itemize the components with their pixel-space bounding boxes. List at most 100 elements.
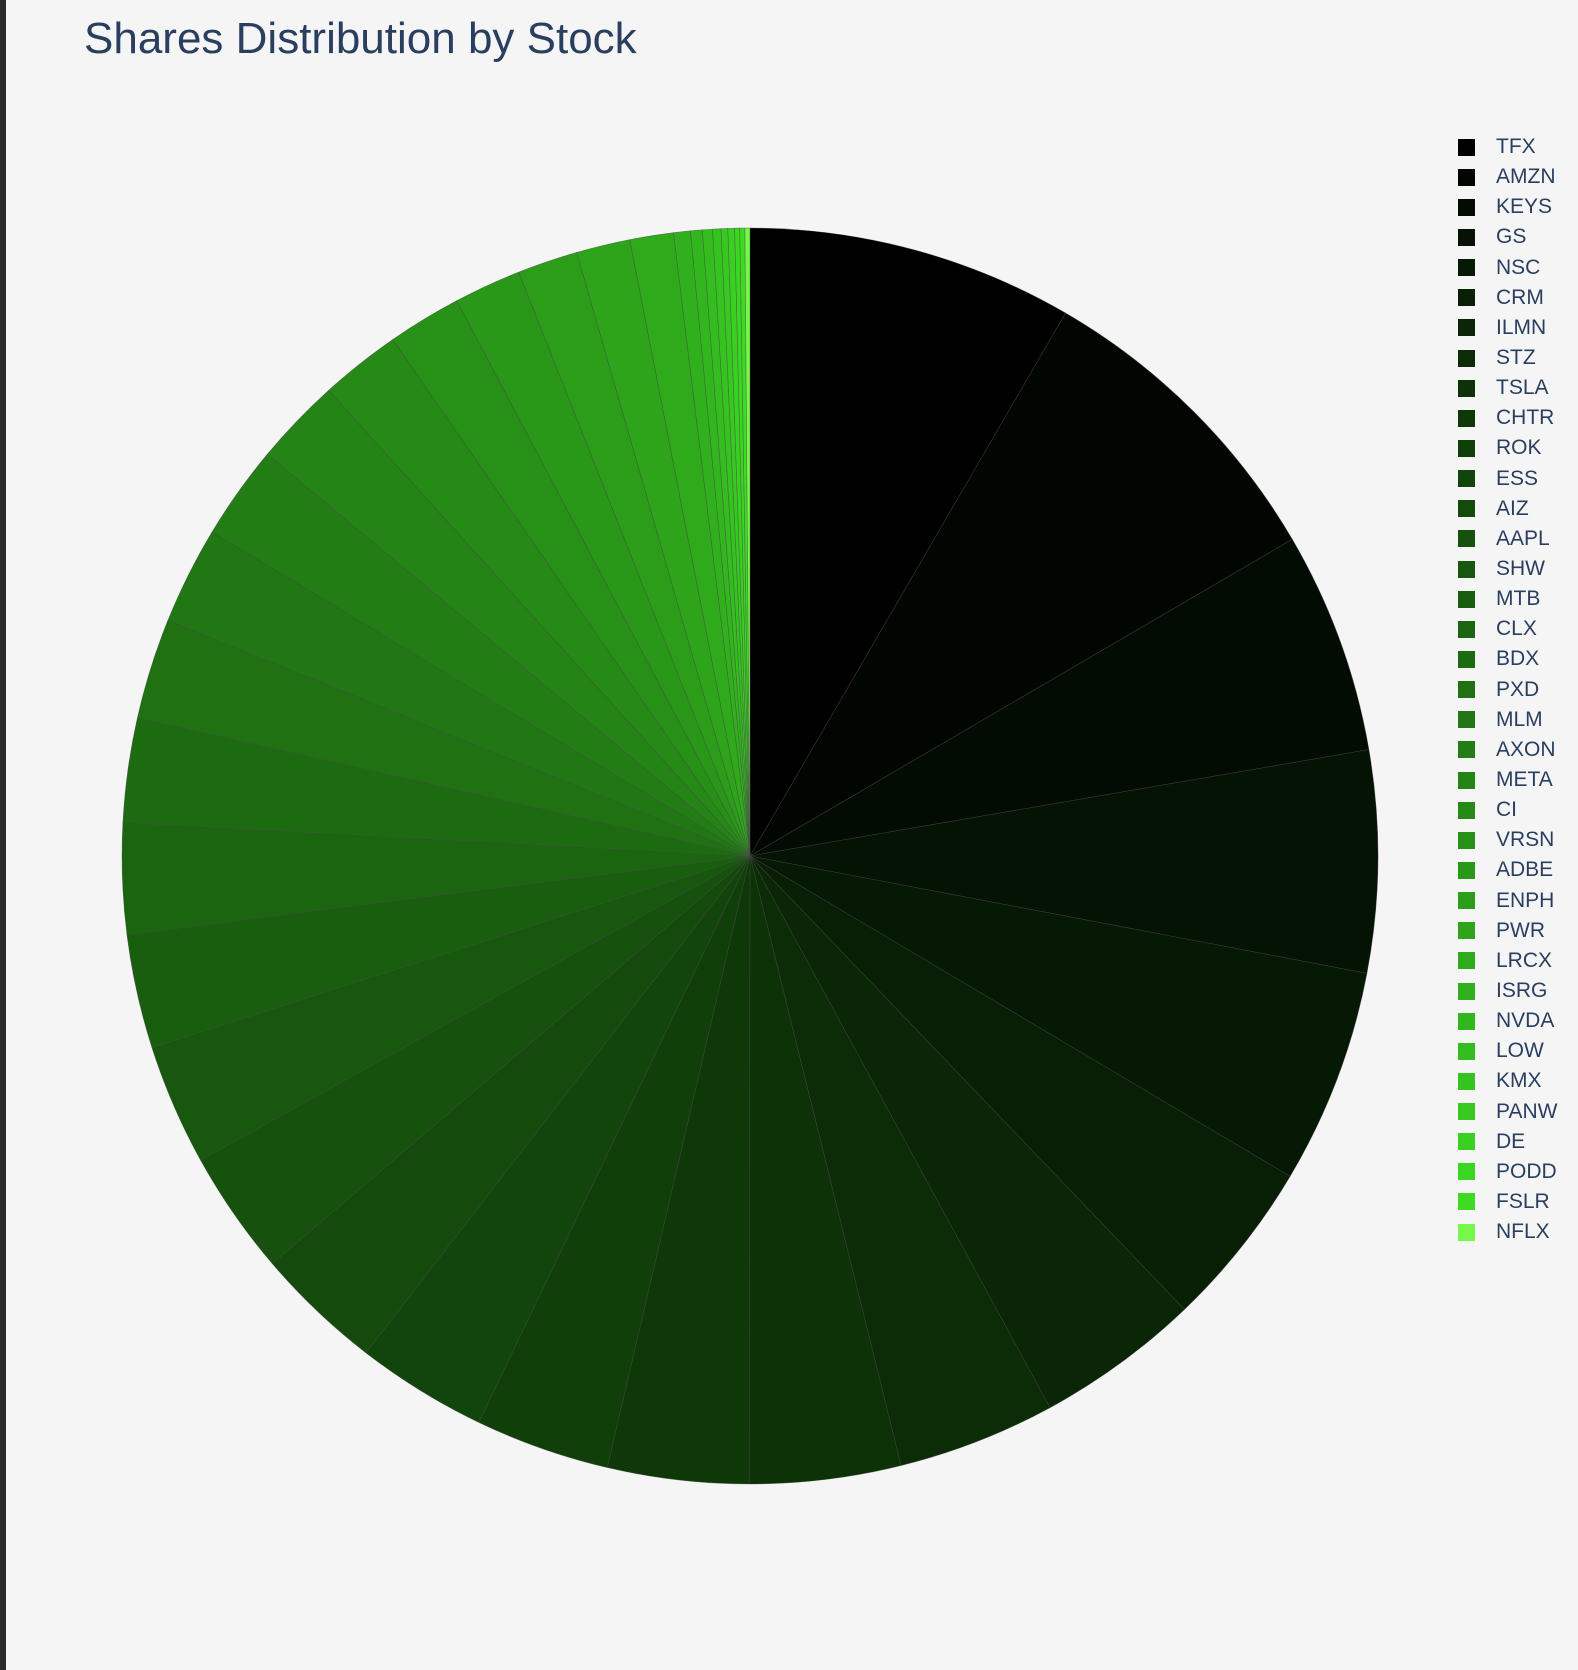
- legend-label: PWR: [1496, 918, 1545, 942]
- legend-label: BDX: [1496, 647, 1540, 671]
- legend-swatch: [1458, 228, 1475, 246]
- legend-label: MTB: [1496, 587, 1541, 611]
- legend-swatch: [1458, 1163, 1475, 1181]
- legend-label: AAPL: [1496, 526, 1550, 550]
- legend-swatch: [1458, 711, 1475, 729]
- legend-item-bdx[interactable]: BDX: [1458, 644, 1557, 674]
- legend-label: ADBE: [1496, 858, 1554, 882]
- legend-item-mlm[interactable]: MLM: [1458, 705, 1557, 735]
- legend-swatch: [1458, 1193, 1475, 1211]
- pie-slice-tfx[interactable]: [749, 227, 1067, 858]
- legend-item-ci[interactable]: CI: [1458, 795, 1557, 825]
- legend-item-rok[interactable]: ROK: [1458, 433, 1557, 463]
- legend-item-aiz[interactable]: AIZ: [1458, 494, 1557, 524]
- legend-label: META: [1496, 768, 1553, 792]
- legend-item-clx[interactable]: CLX: [1458, 614, 1557, 644]
- legend-swatch: [1458, 861, 1475, 879]
- legend-item-nsc[interactable]: NSC: [1458, 253, 1557, 283]
- legend-swatch: [1458, 952, 1475, 970]
- legend-label: AMZN: [1496, 165, 1556, 189]
- legend-item-podd[interactable]: PODD: [1458, 1157, 1557, 1187]
- legend-item-chtr[interactable]: CHTR: [1458, 403, 1557, 433]
- legend-swatch: [1458, 289, 1475, 307]
- legend-label: PODD: [1496, 1159, 1557, 1183]
- legend-item-gs[interactable]: GS: [1458, 222, 1557, 252]
- legend-item-meta[interactable]: META: [1458, 765, 1557, 795]
- legend-label: ILMN: [1496, 315, 1547, 339]
- legend-item-adbe[interactable]: ADBE: [1458, 855, 1557, 885]
- legend-label: GS: [1496, 225, 1527, 249]
- legend-swatch: [1458, 1223, 1475, 1241]
- legend-item-tsla[interactable]: TSLA: [1458, 373, 1557, 403]
- legend-label: AIZ: [1496, 496, 1529, 520]
- legend-item-keys[interactable]: KEYS: [1458, 192, 1557, 222]
- legend-item-isrg[interactable]: ISRG: [1458, 976, 1557, 1006]
- legend-label: MLM: [1496, 707, 1543, 731]
- legend-item-amzn[interactable]: AMZN: [1458, 162, 1557, 192]
- legend-item-fslr[interactable]: FSLR: [1458, 1187, 1557, 1217]
- legend-label: KMX: [1496, 1069, 1542, 1093]
- legend-item-nvda[interactable]: NVDA: [1458, 1006, 1557, 1036]
- legend-item-crm[interactable]: CRM: [1458, 283, 1557, 313]
- legend-label: DE: [1496, 1129, 1526, 1153]
- legend-label: VRSN: [1496, 828, 1555, 852]
- legend-item-pwr[interactable]: PWR: [1458, 916, 1557, 946]
- legend-swatch: [1458, 138, 1475, 156]
- legend-item-enph[interactable]: ENPH: [1458, 886, 1557, 916]
- pie-slice-gs[interactable]: [749, 749, 1379, 974]
- legend-item-mtb[interactable]: MTB: [1458, 584, 1557, 614]
- legend-swatch: [1458, 530, 1475, 548]
- legend-label: ISRG: [1496, 979, 1548, 1002]
- legend-item-low[interactable]: LOW: [1458, 1036, 1557, 1066]
- legend-swatch: [1458, 1042, 1475, 1060]
- legend-swatch: [1458, 801, 1475, 819]
- legend-swatch: [1458, 1072, 1475, 1090]
- legend-label: AXON: [1496, 737, 1556, 761]
- legend-item-shw[interactable]: SHW: [1458, 554, 1557, 584]
- legend-label: LRCX: [1496, 948, 1553, 972]
- legend-label: SHW: [1496, 557, 1545, 581]
- legend-label: TFX: [1496, 135, 1536, 159]
- legend-item-tfx[interactable]: TFX: [1458, 132, 1557, 162]
- legend-item-nflx[interactable]: NFLX: [1458, 1217, 1557, 1247]
- legend-item-aapl[interactable]: AAPL: [1458, 524, 1557, 554]
- legend-label: CRM: [1496, 285, 1544, 309]
- legend-swatch: [1458, 379, 1475, 397]
- legend-label: TSLA: [1496, 376, 1549, 400]
- legend-swatch: [1458, 319, 1475, 337]
- legend-item-ilmn[interactable]: ILMN: [1458, 313, 1557, 343]
- legend-swatch: [1458, 831, 1475, 849]
- legend-swatch: [1458, 922, 1475, 940]
- legend-label: ROK: [1496, 436, 1542, 460]
- legend-item-axon[interactable]: AXON: [1458, 735, 1557, 765]
- legend-item-lrcx[interactable]: LRCX: [1458, 946, 1557, 976]
- legend-swatch: [1458, 470, 1475, 488]
- legend-swatch: [1458, 198, 1475, 216]
- legend-item-ess[interactable]: ESS: [1458, 464, 1557, 494]
- legend-swatch: [1458, 590, 1475, 608]
- legend-label: KEYS: [1496, 195, 1553, 219]
- legend-swatch: [1458, 439, 1475, 457]
- legend-swatch: [1458, 1012, 1475, 1030]
- legend-item-kmx[interactable]: KMX: [1458, 1066, 1557, 1096]
- pie-slice-crm[interactable]: [749, 855, 1291, 1310]
- pie-slice-nflx[interactable]: [744, 227, 751, 857]
- legend-item-vrsn[interactable]: VRSN: [1458, 825, 1557, 855]
- legend-item-stz[interactable]: STZ: [1458, 343, 1557, 373]
- legend-swatch: [1458, 500, 1475, 518]
- legend-swatch: [1458, 892, 1475, 910]
- legend-label: FSLR: [1496, 1189, 1550, 1213]
- legend-swatch: [1458, 409, 1475, 427]
- legend-item-de[interactable]: DE: [1458, 1127, 1557, 1157]
- legend-swatch: [1458, 650, 1475, 668]
- legend-item-pxd[interactable]: PXD: [1458, 675, 1557, 705]
- pie-slice-keys[interactable]: [749, 538, 1370, 857]
- pie-slice-amzn[interactable]: [749, 312, 1293, 857]
- legend-label: CLX: [1496, 617, 1537, 641]
- legend-label: PANW: [1496, 1099, 1558, 1123]
- legend-swatch: [1458, 349, 1475, 367]
- chart-title: Shares Distribution by Stock: [84, 14, 637, 63]
- pie-slice-nsc[interactable]: [749, 855, 1368, 1177]
- legend-item-panw[interactable]: PANW: [1458, 1097, 1557, 1127]
